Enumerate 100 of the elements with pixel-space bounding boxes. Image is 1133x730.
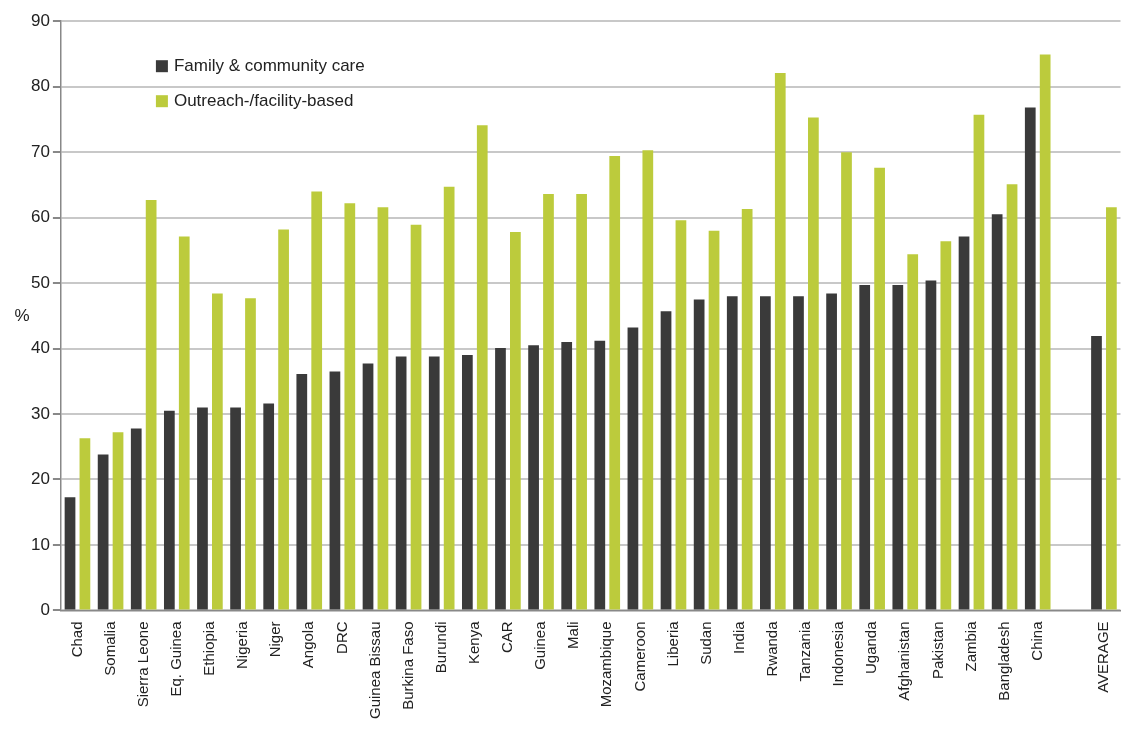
bar [263,403,275,610]
x-tick-label: Chad [67,621,85,658]
bar [1039,54,1051,610]
bar [675,220,687,610]
bar [991,214,1003,610]
bar [925,280,937,610]
bar [892,285,904,610]
bar [329,371,341,610]
bar [693,299,705,610]
x-tick-label: Burundi [431,621,449,674]
bar [940,241,952,610]
bar [510,232,521,610]
bar [197,407,208,610]
x-tick-label: Sudan [696,621,714,665]
x-tick-label: Burkina Faso [398,621,416,710]
x-tick-label: Tanzania [796,620,814,682]
bar [311,191,323,610]
legend-label: Family & community care [173,55,365,75]
x-tick-label: Sierra Leone [133,621,151,708]
y-axis-title: % [14,305,30,325]
bar [145,199,157,610]
y-tick-label: 30 [30,403,50,423]
bar [760,296,771,610]
bar [958,236,970,610]
bar [344,203,356,610]
bar [907,254,919,610]
bar [245,298,256,610]
bar [660,311,672,610]
bar [528,345,539,610]
bar [97,454,109,610]
bar [362,363,374,610]
x-tick-label: Mozambique [597,621,615,708]
bar [793,296,804,610]
bar [874,167,885,610]
bar [130,428,142,610]
bar [410,224,422,610]
x-tick-label: Liberia [663,620,681,667]
bar [627,327,639,610]
bar [726,296,738,610]
x-tick-label: China [1027,620,1045,661]
bar [859,285,871,610]
bar [1024,107,1036,610]
bar [741,209,753,610]
bar [774,72,786,610]
bar [476,125,488,610]
x-tick-label: Nigeria [233,620,251,669]
y-tick-label: 50 [30,272,50,292]
y-tick-label: 70 [30,141,50,161]
x-tick-label: Kenya [464,620,482,664]
bar [377,207,389,610]
x-tick-label: Somalia [100,620,118,676]
x-tick-label: DRC [332,621,350,654]
x-tick-label: Zambia [961,620,979,672]
bar [79,438,91,610]
bar [808,117,819,610]
bar [609,156,621,610]
bar [296,374,308,610]
x-tick-label: Guinea Bissau [365,621,383,719]
x-tick-label: Indonesia [829,620,847,687]
bar [178,236,190,610]
x-tick-label: Rwanda [762,620,780,677]
bar [163,410,175,610]
y-tick-label: 10 [30,534,50,554]
x-tick-label: Afghanistan [895,621,913,701]
bar [1091,336,1102,610]
bar [594,340,606,610]
bar [973,114,985,610]
x-tick-label: Uganda [862,620,880,674]
bar [462,355,473,610]
bar [495,347,506,610]
bar [642,150,654,610]
bar [278,229,289,610]
bar [64,497,76,610]
x-tick-label: Angola [299,620,317,669]
y-tick-label: 80 [30,76,50,96]
x-tick-label: AVERAGE [1094,621,1112,693]
x-tick-label: Cameroon [630,621,648,692]
bar [826,293,837,610]
x-tick-label: Bangladesh [994,621,1012,701]
bar [1106,207,1117,610]
x-tick-label: Niger [266,621,284,658]
bar [708,230,720,610]
x-tick-label: Mali [564,621,582,649]
bar [1006,184,1018,610]
bar [543,194,554,610]
x-tick-label: Guinea [531,620,549,670]
bar [576,194,587,610]
bar [112,432,124,610]
legend-label: Outreach-/facility-based [173,90,354,110]
y-tick-label: 60 [30,207,50,227]
bar [428,356,440,610]
y-tick-label: 20 [30,469,50,489]
bar [212,293,223,610]
bar [561,342,573,610]
bar [230,407,241,610]
x-tick-label: India [729,620,747,654]
y-tick-label: 0 [40,600,50,620]
y-tick-label: 40 [30,338,50,358]
bar [395,356,407,610]
bar [841,152,852,610]
